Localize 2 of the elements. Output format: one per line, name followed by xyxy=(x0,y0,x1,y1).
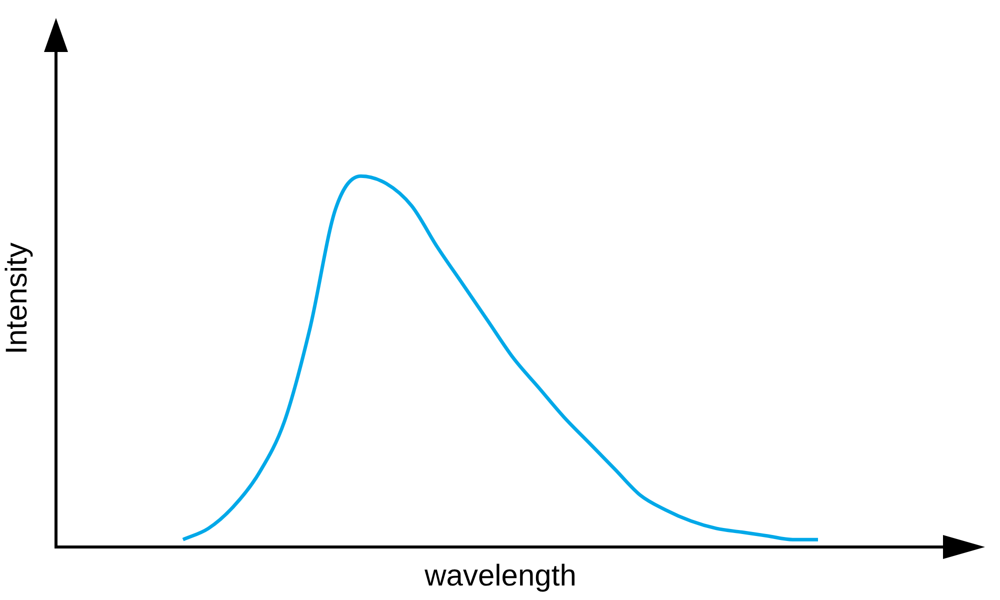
y-axis-title: Intensity xyxy=(0,242,34,354)
x-axis-title: wavelength xyxy=(424,559,576,592)
